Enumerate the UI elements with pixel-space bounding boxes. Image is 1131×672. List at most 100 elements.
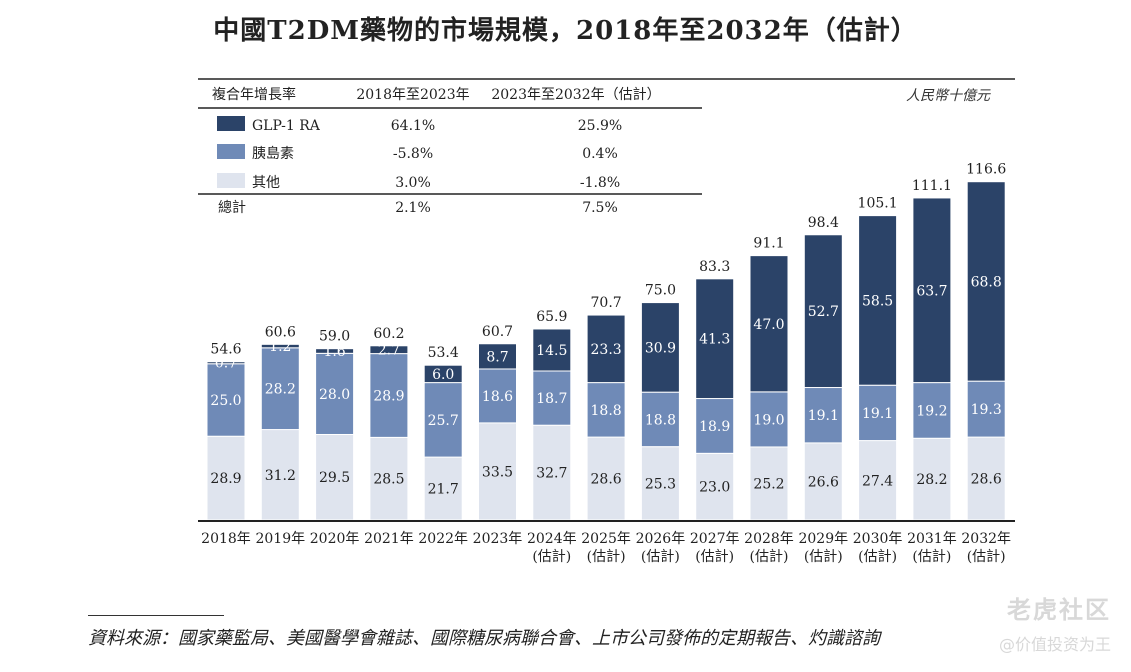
bar-value-1-6: 18.7 — [536, 391, 567, 407]
bar-value-1-7: 18.8 — [591, 403, 622, 419]
legend-swatch-1 — [217, 144, 245, 159]
x-tick-sub-8: (估計) — [641, 549, 680, 565]
x-tick-12: 2030年 — [853, 531, 903, 547]
bar-total-11: 98.4 — [808, 215, 839, 231]
bar-value-2-14: 68.8 — [971, 274, 1002, 290]
bar-1-13 — [912, 382, 952, 439]
bar-value-0-5: 33.5 — [482, 464, 513, 480]
bar-2-10 — [749, 255, 789, 393]
bar-total-5: 60.7 — [482, 324, 513, 340]
bar-2-9 — [695, 278, 735, 400]
bar-value-2-11: 52.7 — [808, 304, 839, 320]
bar-value-2-9: 41.3 — [699, 332, 730, 348]
unit-label: 人民幣十億元 — [906, 88, 991, 104]
bar-value-2-0: 0.7 — [215, 356, 237, 372]
x-tick-0: 2018年 — [201, 531, 251, 547]
bar-value-0-8: 25.3 — [645, 476, 676, 492]
bar-value-0-2: 29.5 — [319, 470, 350, 486]
x-tick-14: 2032年 — [961, 531, 1011, 547]
bar-total-10: 91.1 — [753, 236, 784, 252]
bar-0-1 — [260, 429, 300, 521]
bar-1-8 — [640, 391, 680, 448]
bar-total-4: 53.4 — [428, 345, 459, 361]
bar-0-12 — [858, 440, 898, 521]
x-tick-labels: 2018年 2019年 2020年 2021年 2022年 2023年 2024年 (估計) 2… — [201, 531, 1011, 565]
bar-2-0 — [206, 361, 246, 365]
cagr-2018-2023-0: 64.1% — [391, 118, 435, 134]
bar-value-0-12: 27.4 — [862, 473, 893, 489]
bar-1-6 — [532, 370, 572, 426]
bar-value-2-4: 6.0 — [432, 367, 454, 383]
bar-0-13 — [912, 437, 952, 521]
bar-0-2 — [315, 433, 355, 521]
bar-1-7 — [586, 382, 626, 438]
bar-value-1-14: 19.3 — [971, 402, 1002, 418]
legend-label-1: 胰島素 — [252, 146, 294, 162]
bar-value-2-5: 8.7 — [486, 349, 508, 365]
watermark: 老虎社区 @价值投资为王 — [999, 590, 1111, 655]
bar-1-4 — [423, 382, 463, 458]
stacked-bar-chart: 複合年增長率 2018年至2023年 2023年至2032年（估計） GLP-1 RA… — [198, 78, 1015, 565]
x-tick-9: 2027年 — [690, 531, 740, 547]
legend-swatch-2 — [217, 173, 245, 188]
bar-2-5 — [478, 343, 517, 370]
bar-value-1-4: 25.7 — [428, 413, 459, 429]
bar-1-3 — [369, 353, 409, 438]
bar-2-2 — [315, 348, 355, 354]
bar-2-8 — [640, 302, 680, 393]
bar-value-2-3: 2.7 — [378, 343, 400, 359]
bar-0-0 — [206, 435, 246, 521]
bar-value-1-12: 19.1 — [862, 406, 893, 422]
x-tick-6: 2024年 — [527, 531, 577, 547]
x-tick-2: 2020年 — [310, 531, 360, 547]
bar-1-10 — [749, 391, 789, 448]
bar-value-2-1: 1.2 — [269, 339, 291, 355]
legend-label-3: 總計 — [218, 199, 246, 216]
bar-total-0: 54.6 — [210, 342, 241, 358]
bar-value-0-1: 31.2 — [265, 468, 296, 484]
bar-value-2-13: 63.7 — [916, 283, 947, 299]
x-tick-13: 2031年 — [907, 531, 957, 547]
chart-title: 中國T2DM藥物的市場規模，2018年至2032年（估計） — [213, 16, 918, 46]
x-tick-sub-6: (估計) — [532, 549, 571, 565]
bar-value-0-0: 28.9 — [210, 471, 241, 487]
bar-value-0-4: 21.7 — [428, 482, 459, 498]
bar-value-0-14: 28.6 — [971, 472, 1002, 488]
cagr-2023-2032-0: 25.9% — [578, 118, 622, 134]
bar-value-0-10: 25.2 — [753, 476, 784, 492]
bar-2-6 — [532, 328, 572, 372]
x-tick-10: 2028年 — [744, 531, 794, 547]
bar-total-8: 75.0 — [645, 283, 676, 299]
x-tick-sub-12: (估計) — [858, 549, 897, 565]
bar-0-3 — [369, 436, 409, 521]
cagr-2018-2023-1: -5.8% — [393, 146, 433, 162]
bar-value-1-3: 28.9 — [373, 388, 404, 404]
bar-value-0-11: 26.6 — [808, 474, 839, 490]
legend-label-2: 其他 — [252, 175, 280, 191]
bar-2-11 — [803, 234, 843, 389]
bar-value-2-6: 14.5 — [536, 343, 567, 359]
bar-total-13: 111.1 — [912, 178, 952, 194]
bar-total-14: 116.6 — [966, 162, 1006, 178]
bar-value-1-1: 28.2 — [265, 382, 296, 398]
bars-group: 28.9 25.0 0.754.6 31.2 28.2 1.260.6 29.5 28.0 1.… — [206, 162, 1006, 521]
x-tick-sub-7: (估計) — [587, 549, 626, 565]
bar-value-2-10: 47.0 — [753, 317, 784, 333]
bar-1-1 — [260, 347, 300, 431]
bar-value-1-2: 28.0 — [319, 387, 350, 403]
bar-value-1-0: 25.0 — [210, 393, 241, 409]
bar-total-7: 70.7 — [591, 295, 622, 311]
cagr-2023-2032-2: -1.8% — [580, 175, 620, 191]
source-note: 資料來源：國家藥監局、美國醫學會雜誌、國際糖尿病聯合會、上市公司發佈的定期報告、… — [88, 628, 880, 649]
cagr-2018-2023-2: 3.0% — [395, 175, 431, 191]
x-tick-3: 2021年 — [364, 531, 414, 547]
bar-1-9 — [695, 398, 735, 454]
bar-value-0-7: 28.6 — [591, 472, 622, 488]
bar-total-1: 60.6 — [265, 324, 296, 340]
legend-table: 複合年增長率 2018年至2023年 2023年至2032年（估計） GLP-1 RA… — [198, 78, 1015, 216]
table-header-0: 複合年增長率 — [212, 86, 296, 103]
bar-value-0-9: 23.0 — [699, 480, 730, 496]
bar-value-0-13: 28.2 — [916, 472, 947, 488]
legend-label-0: GLP-1 RA — [252, 118, 321, 134]
bar-0-7 — [586, 436, 626, 521]
